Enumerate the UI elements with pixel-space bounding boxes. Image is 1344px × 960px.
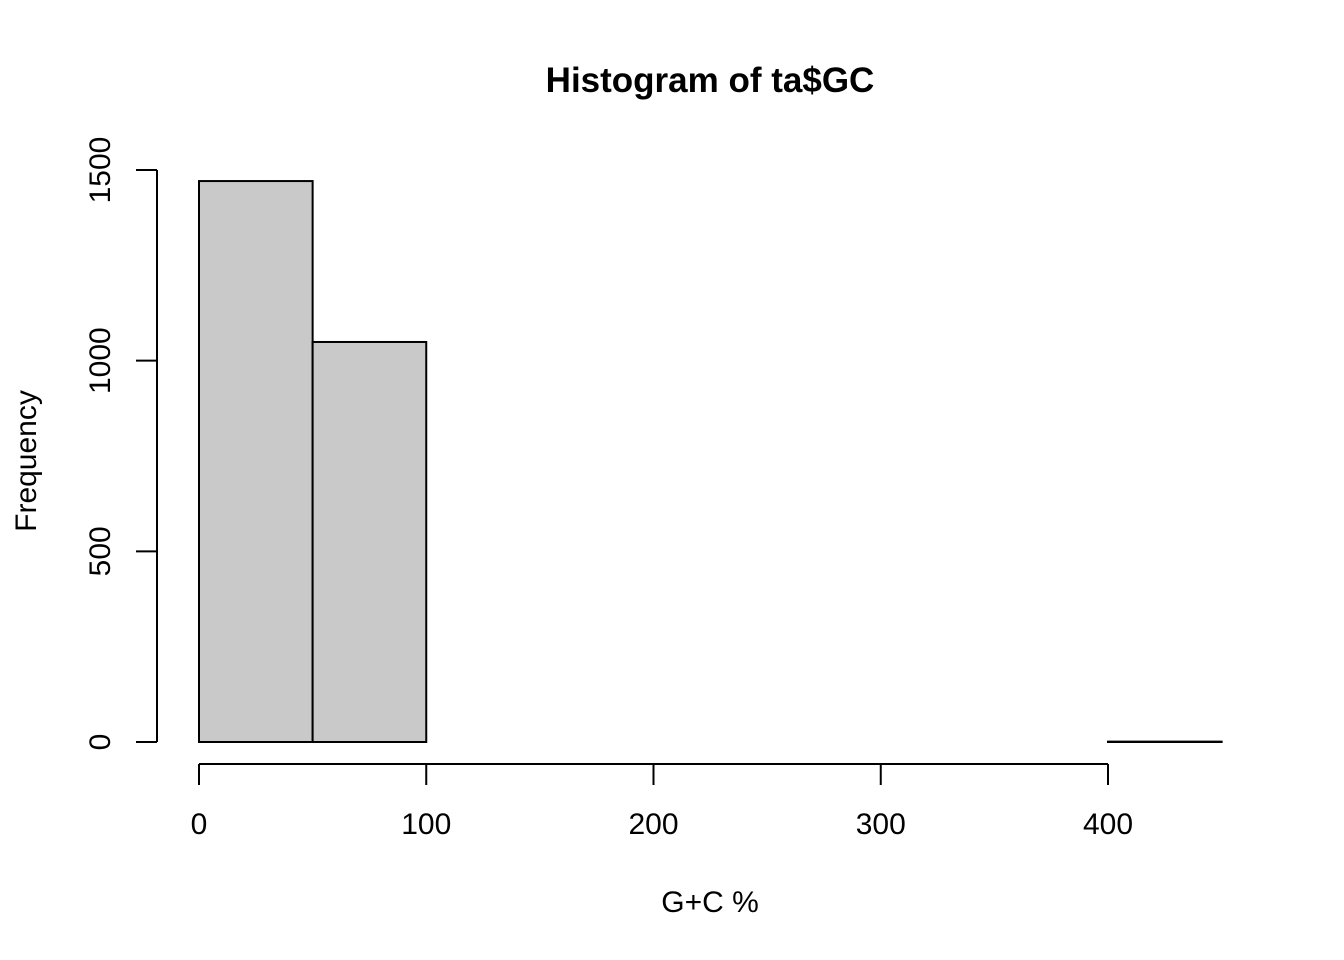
y-axis-label: Frequency — [10, 390, 43, 532]
y-axis: 0 500 1000 1500 — [84, 137, 158, 751]
x-tick-label-300: 300 — [856, 808, 906, 841]
y-tick-label-1000: 1000 — [84, 327, 117, 394]
chart-title: Histogram of ta$GC — [546, 61, 875, 100]
x-tick-label-200: 200 — [628, 808, 678, 841]
y-tick-label-1500: 1500 — [84, 137, 117, 204]
bars-group — [198, 180, 1223, 744]
x-tick-label-0: 0 — [191, 808, 208, 841]
y-tick-label-0: 0 — [84, 734, 117, 751]
x-tick-label-100: 100 — [401, 808, 451, 841]
y-tick-label-500: 500 — [84, 526, 117, 576]
x-axis: 0 100 200 300 400 — [191, 763, 1133, 841]
x-tick-label-400: 400 — [1083, 808, 1133, 841]
x-axis-label: G+C % — [661, 886, 759, 919]
histogram-bar-0 — [198, 180, 314, 744]
histogram-bar-1 — [311, 340, 428, 743]
